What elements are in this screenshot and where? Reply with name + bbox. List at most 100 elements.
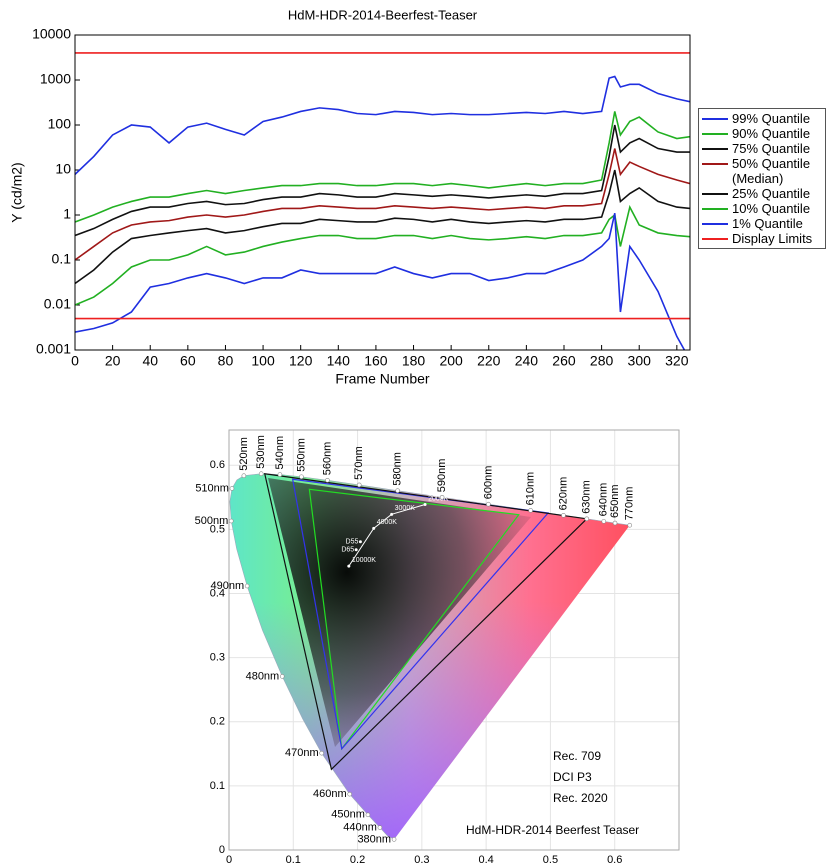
wavelength-label: 510nm — [195, 482, 229, 494]
x-tick-label: 0 — [71, 353, 79, 369]
legend-swatch — [702, 238, 728, 240]
wavelength-marker — [241, 473, 247, 479]
y-tick-label: 0 — [219, 844, 225, 856]
planckian-point — [347, 564, 351, 568]
planckian-label: 3000K — [395, 505, 416, 512]
series-line — [75, 148, 690, 261]
wavelength-label: 600nm — [482, 466, 494, 500]
gamut-legend-label: DCI P3 — [553, 770, 592, 784]
y-tick-label: 1000 — [40, 71, 71, 87]
wavelength-marker — [601, 519, 607, 524]
planckian-label: 2000K — [428, 495, 449, 502]
x-tick-label: 320 — [665, 353, 689, 369]
pixel-cloud-shape — [268, 478, 531, 747]
legend-label: 50% Quantile (Median) — [732, 156, 811, 186]
legend-item: 99% Quantile — [699, 111, 825, 126]
series-line — [75, 111, 690, 223]
y-tick-label: 1 — [63, 206, 71, 222]
wavelength-marker — [277, 472, 283, 477]
x-axis-label: Frame Number — [335, 371, 429, 387]
annotation: HdM-HDR-2014 Beerfest Teaser — [466, 823, 639, 837]
legend-item: 25% Quantile — [699, 186, 825, 201]
wavelength-marker — [228, 518, 234, 524]
x-tick-label: 280 — [590, 353, 614, 369]
wavelength-marker — [612, 520, 618, 526]
legend-item: 1% Quantile — [699, 216, 825, 231]
wavelength-marker — [561, 513, 566, 518]
plot-frame — [74, 34, 691, 351]
legend-label: 1% Quantile — [732, 216, 803, 231]
wavelength-marker — [325, 477, 330, 483]
whitepoint-label: D65 — [341, 547, 354, 554]
x-tick-label: 260 — [552, 353, 576, 369]
wavelength-label: 590nm — [436, 459, 448, 493]
x-tick-label: 0 — [226, 854, 232, 866]
x-tick-label: 240 — [515, 353, 539, 369]
wavelength-marker — [528, 508, 533, 513]
wavelength-marker — [439, 494, 445, 500]
planckian-point — [372, 526, 376, 530]
x-tick-label: 220 — [477, 353, 501, 369]
wavelength-label: 570nm — [353, 446, 365, 480]
wavelength-marker — [395, 488, 400, 493]
x-tick-label: 120 — [289, 353, 313, 369]
legend-swatch — [702, 193, 728, 195]
gamut-legend-label: Rec. 709 — [553, 749, 601, 763]
wavelength-marker — [258, 471, 264, 477]
wavelength-label: 460nm — [313, 788, 347, 800]
y-tick-label: 0.5 — [210, 523, 225, 535]
wavelength-marker — [486, 501, 491, 507]
wavelength-label: 380nm — [357, 833, 391, 845]
legend-swatch — [702, 163, 728, 165]
pixel-cloud — [268, 478, 531, 747]
x-tick-label: 100 — [251, 353, 275, 369]
series-line — [75, 204, 690, 306]
wavelength-label: 450nm — [331, 809, 365, 821]
x-tick-label: 0.4 — [478, 854, 493, 866]
wavelength-marker — [299, 474, 304, 480]
x-tick-label: 0.6 — [607, 854, 622, 866]
whitepoint-label: D55 — [346, 539, 359, 546]
wavelength-label: 770nm — [624, 487, 636, 521]
series-line — [75, 75, 690, 175]
legend-swatch — [702, 148, 728, 150]
legend-swatch — [702, 133, 728, 135]
series-line — [75, 169, 690, 285]
x-tick-label: 0.3 — [414, 854, 429, 866]
legend-swatch — [702, 223, 728, 225]
wavelength-marker — [244, 583, 250, 589]
x-tick-label: 0.2 — [350, 854, 365, 866]
wavelength-label: 580nm — [392, 452, 404, 486]
x-tick-label: 60 — [180, 353, 196, 369]
y-tick-label: 10 — [55, 161, 71, 177]
planckian-point — [423, 503, 427, 507]
wavelength-marker — [279, 674, 285, 679]
legend-swatch — [702, 208, 728, 210]
wavelength-label: 530nm — [255, 435, 267, 469]
legend-item: 50% Quantile (Median) — [699, 156, 825, 186]
wavelength-label: 560nm — [321, 442, 333, 476]
wavelength-marker — [319, 750, 324, 756]
y-tick-label: 10000 — [32, 26, 71, 42]
y-tick-label: 0.01 — [44, 296, 71, 312]
wavelength-marker — [365, 812, 371, 818]
wavelength-marker — [627, 522, 633, 528]
legend-label: 99% Quantile — [732, 111, 811, 126]
wavelength-label: 550nm — [295, 438, 307, 472]
wavelength-label: 640nm — [598, 483, 610, 517]
series-line — [75, 124, 690, 237]
wavelength-marker — [347, 791, 352, 797]
x-tick-label: 180 — [402, 353, 426, 369]
wavelength-label: 470nm — [285, 747, 319, 759]
y-tick-label: 0.6 — [210, 459, 225, 471]
y-tick-label: 0.3 — [210, 652, 225, 664]
y-tick-label: 0.2 — [210, 716, 225, 728]
legend-label: 75% Quantile — [732, 141, 811, 156]
legend-label: Display Limits — [732, 231, 813, 246]
x-tick-label: 20 — [105, 353, 121, 369]
legend-item: Display Limits — [699, 231, 825, 246]
x-tick-label: 0.5 — [543, 854, 558, 866]
gamut-triangle — [308, 488, 520, 751]
